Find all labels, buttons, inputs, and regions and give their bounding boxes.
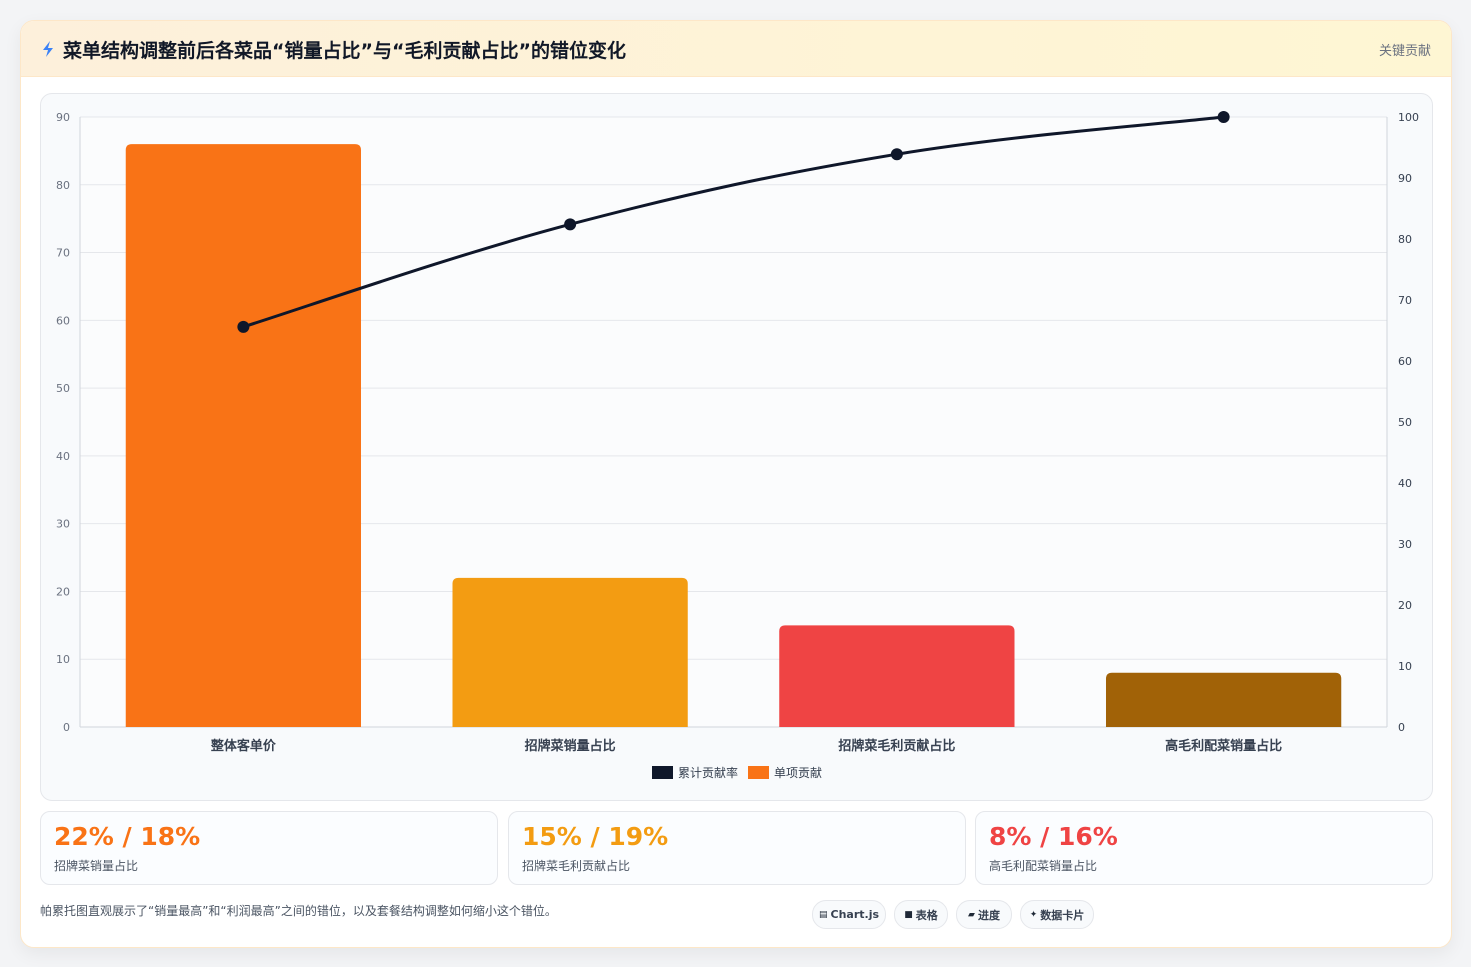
- y-left-tick-label: 0: [63, 721, 70, 734]
- cumulative-point: [890, 148, 903, 161]
- stat-card-signature-margin: 15% / 19% 招牌菜毛利贡献占比: [508, 811, 966, 885]
- y-right-tick-label: 100: [1398, 111, 1419, 124]
- y-right-tick-label: 70: [1398, 294, 1412, 307]
- y-left-tick-label: 20: [56, 585, 70, 598]
- lightning-icon: [43, 41, 53, 57]
- bar: [452, 577, 688, 727]
- pill-label: 数据卡片: [1040, 908, 1085, 922]
- x-tick-label: 整体客单价: [210, 738, 277, 754]
- cumulative-point: [237, 320, 250, 333]
- y-left-tick-label: 40: [56, 450, 70, 463]
- y-left-tick-label: 30: [56, 518, 70, 531]
- stat-card-side-dish-sales: 8% / 16% 高毛利配菜销量占比: [975, 811, 1433, 885]
- stat-label: 招牌菜毛利贡献占比: [522, 859, 631, 873]
- stat-value: 22% / 18%: [54, 822, 201, 851]
- header-tag: 关键贡献: [1378, 44, 1431, 59]
- pill-label: 进度: [977, 908, 1000, 922]
- cumulative-point: [564, 218, 577, 231]
- y-right-tick-label: 20: [1398, 599, 1412, 612]
- chart-title: 菜单结构调整前后各菜品“销量占比”与“毛利贡献占比”的错位变化: [63, 40, 626, 62]
- pill-table[interactable]: ■ 表格: [894, 900, 948, 929]
- y-right-tick-label: 90: [1398, 172, 1412, 185]
- y-left-tick-label: 90: [56, 111, 70, 124]
- y-right-tick-label: 40: [1398, 477, 1412, 490]
- y-right-tick-label: 10: [1398, 660, 1412, 673]
- y-left-tick-label: 60: [56, 314, 70, 327]
- card-header: 菜单结构调整前后各菜品“销量占比”与“毛利贡献占比”的错位变化 关键贡献: [21, 21, 1451, 77]
- footer-note: 帕累托图直观展示了“销量最高”和“利润最高”之间的错位，以及套餐结构调整如何缩小…: [40, 904, 557, 918]
- cumulative-line: [242, 115, 1224, 329]
- y-left-tick-label: 80: [56, 179, 70, 192]
- bar: [125, 144, 362, 728]
- y-right-tick-label: 50: [1398, 416, 1412, 429]
- y-right-tick-label: 30: [1398, 538, 1412, 551]
- stat-card-signature-sales: 22% / 18% 招牌菜销量占比: [40, 811, 498, 885]
- bar: [779, 625, 1015, 727]
- stat-value: 8% / 16%: [989, 822, 1118, 851]
- legend-label: 累计贡献率: [678, 765, 738, 780]
- pill-label: Chart.js: [830, 908, 880, 921]
- main-card: 菜单结构调整前后各菜品“销量占比”与“毛利贡献占比”的错位变化 关键贡献 0 10…: [20, 20, 1452, 948]
- x-tick-label: 高毛利配菜销量占比: [1165, 738, 1282, 754]
- chart-icon: ▤: [818, 909, 828, 920]
- progress-icon: ▰: [968, 909, 975, 920]
- pill-progress[interactable]: ▰ 进度: [956, 900, 1012, 929]
- y-right-tick-label: 60: [1398, 355, 1412, 368]
- stat-label: 招牌菜销量占比: [54, 859, 139, 873]
- pill-chartjs[interactable]: ▤ Chart.js: [812, 900, 886, 929]
- pill-label: 表格: [915, 908, 938, 922]
- pill-data-card[interactable]: ✦ 数据卡片: [1020, 900, 1094, 929]
- legend-label: 单项贡献: [774, 765, 822, 780]
- legend-swatch: [748, 766, 769, 779]
- y-right-tick-label: 0: [1398, 721, 1405, 734]
- chart-container: 0 10 20 30 40 50 60 70 80 90 0 10 20 30 40 50 60 70 80 90 10…: [40, 93, 1433, 801]
- pareto-chart: 0 10 20 30 40 50 60 70 80 90 0 10 20 30 40 50 60 70 80 90 10…: [56, 111, 1419, 780]
- y-left-tick-label: 10: [56, 653, 70, 666]
- x-tick-label: 招牌菜销量占比: [525, 738, 616, 754]
- bar: [1105, 672, 1342, 727]
- x-tick-label: 招牌菜毛利贡献占比: [838, 738, 955, 754]
- stat-label: 高毛利配菜销量占比: [989, 859, 1098, 873]
- y-left-tick-label: 50: [56, 382, 70, 395]
- y-right-tick-label: 80: [1398, 233, 1412, 246]
- cumulative-point: [1217, 111, 1230, 123]
- stat-value: 15% / 19%: [522, 822, 669, 851]
- sparkle-icon: ✦: [1029, 909, 1038, 920]
- legend-swatch: [652, 766, 673, 779]
- y-left-tick-label: 70: [56, 247, 70, 260]
- table-icon: ■: [904, 909, 913, 920]
